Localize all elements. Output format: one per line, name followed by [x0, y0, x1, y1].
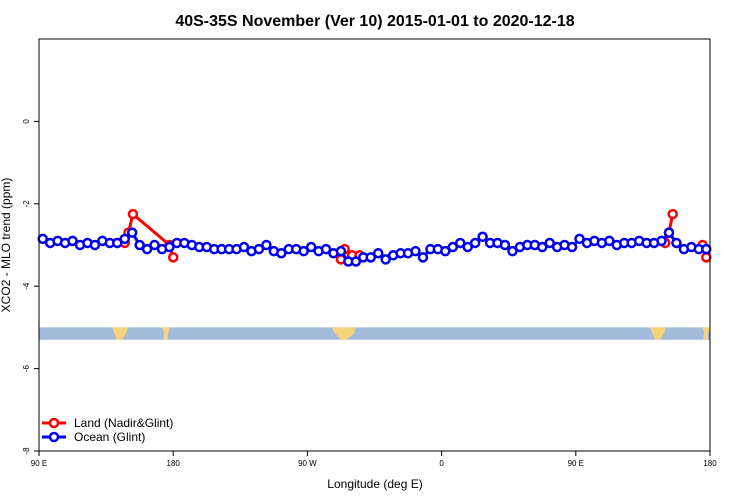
ocean-series-point	[253, 243, 265, 255]
ocean-series-point	[164, 241, 175, 253]
y-axis: 0 -2 -4 -6 -8	[22, 119, 39, 455]
ocean-series-point	[574, 233, 585, 245]
ocean-band	[39, 327, 710, 340]
y-tick-label: -2	[22, 200, 31, 208]
land-series-point	[167, 252, 179, 263]
ocean-series-point	[499, 239, 511, 251]
ocean-series-point	[566, 241, 578, 253]
ocean-series-point	[134, 239, 145, 251]
series-layer	[37, 208, 712, 267]
ocean-series-point	[701, 243, 712, 255]
ocean-series-point	[141, 243, 153, 255]
ocean-series-point	[417, 252, 429, 263]
y-tick-label: -4	[22, 282, 31, 290]
y-tick-label: -6	[22, 364, 31, 372]
ocean-series-point	[656, 235, 667, 247]
x-tick-label: 90 W	[298, 459, 317, 468]
chart-title: 40S-35S November (Ver 10) 2015-01-01 to …	[175, 13, 574, 30]
ocean-series-point	[507, 245, 518, 257]
x-tick-label: 90 E	[568, 459, 584, 468]
x-tick-label: 0	[439, 459, 444, 468]
x-tick-label: 180	[167, 459, 181, 468]
plot-frame	[38, 38, 711, 452]
legend: Land (Nadir&Glint) Ocean (Glint)	[42, 416, 173, 444]
ocean-series-point	[112, 237, 123, 249]
ocean-series-point	[671, 237, 682, 249]
ocean-series-point	[410, 245, 421, 257]
ocean-series-point	[604, 235, 615, 247]
ocean-series-point	[372, 247, 384, 259]
ocean-series-point	[454, 237, 466, 249]
ocean-series-point	[261, 239, 272, 251]
ocean-series-point	[537, 241, 548, 253]
ocean-series-point	[663, 227, 675, 238]
ocean-series-point	[67, 235, 78, 247]
legend-label-land: Land (Nadir&Glint)	[74, 416, 173, 430]
y-tick-label: 0	[22, 119, 31, 124]
y-tick-label: -8	[22, 447, 31, 455]
legend-label-ocean: Ocean (Glint)	[74, 430, 145, 444]
land-series-point	[127, 208, 139, 220]
ocean-series-point	[126, 227, 138, 238]
x-axis: 90 E 180 90 W 0 90 E 180	[31, 451, 717, 468]
ocean-series-point	[238, 241, 250, 253]
x-tick-label: 90 E	[31, 459, 47, 468]
x-axis-label: Longitude (deg E)	[327, 477, 422, 491]
legend-marker-land	[48, 417, 60, 429]
ocean-series-point	[477, 231, 488, 243]
ocean-series-point	[544, 237, 555, 249]
land-patch	[650, 327, 666, 340]
ocean-series-point	[305, 241, 317, 253]
ocean-series-point	[380, 254, 391, 265]
ocean-series-point	[350, 256, 362, 267]
ocean-series-point	[320, 243, 332, 255]
ocean-series-point	[119, 233, 130, 245]
ocean-series-point	[462, 241, 473, 253]
land-patch	[112, 327, 128, 340]
ocean-series-point	[440, 245, 451, 257]
land-ocean-band	[39, 327, 710, 340]
ocean-series-point	[89, 239, 101, 251]
ocean-series-point	[469, 237, 481, 249]
land-series-point	[667, 208, 678, 220]
land-patch	[702, 327, 710, 340]
x-tick-label: 180	[703, 459, 717, 468]
land-patch	[332, 327, 356, 340]
land-patch	[162, 327, 170, 340]
ocean-series-point	[298, 245, 309, 257]
ocean-series-point	[335, 245, 347, 257]
legend-marker-ocean	[48, 431, 60, 443]
y-axis-label: XCO2 - MLO trend (ppm)	[0, 178, 13, 313]
ocean-series-point	[149, 239, 160, 251]
land-series-point	[701, 252, 712, 263]
ocean-series-point	[447, 241, 459, 253]
ocean-series-point	[365, 252, 377, 263]
ocean-series-point	[276, 247, 287, 259]
